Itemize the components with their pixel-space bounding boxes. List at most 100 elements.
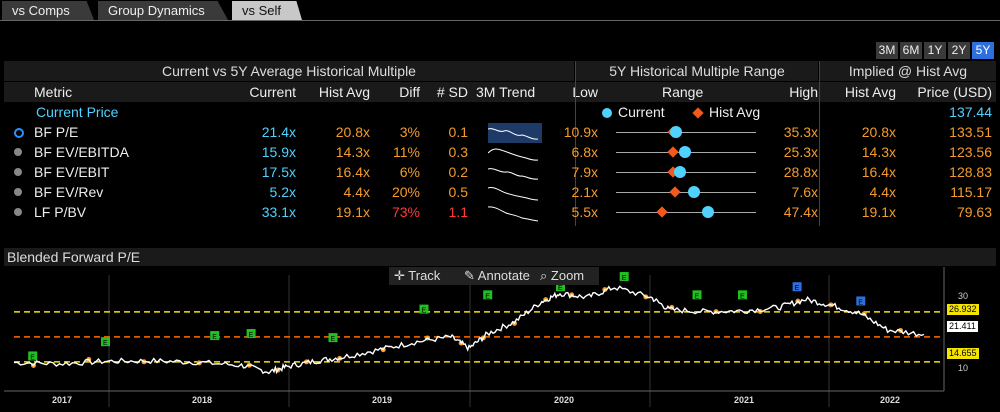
x-label: 2022 — [880, 395, 901, 405]
zoom-label: Zoom — [550, 268, 585, 283]
earnings-marker-letter: E — [858, 299, 863, 306]
earnings-marker — [792, 282, 802, 292]
range-1y-button[interactable]: 1Y — [924, 42, 946, 59]
diff-value: 3% — [399, 124, 420, 140]
implied-price: 115.17 — [950, 184, 992, 200]
row-radio[interactable] — [14, 128, 24, 138]
tab-group-dynamics[interactable]: Group Dynamics — [98, 1, 228, 20]
range-3m-button[interactable]: 3M — [876, 42, 898, 59]
current-multiple: 5.2x — [269, 184, 296, 200]
sd-value: 0.2 — [448, 164, 468, 180]
range-high: 47.4x — [783, 204, 818, 220]
earnings-marker-letter: E — [558, 285, 563, 292]
range-6m-button[interactable]: 6M — [900, 42, 922, 59]
col-high: High — [789, 84, 818, 100]
hist-avg-marker — [669, 186, 681, 198]
col-price-usd: Price (USD) — [917, 84, 992, 100]
column-header-row — [4, 82, 996, 102]
lower-level-label: 14.655 — [947, 348, 979, 359]
range-5y-button[interactable]: 5Y — [972, 42, 994, 59]
earnings-marker — [619, 272, 629, 282]
section-range-title: 5Y Historical Multiple Range — [576, 61, 818, 81]
x-label: 2019 — [372, 395, 393, 405]
upper-level-label: 26.932 — [947, 304, 979, 315]
range-high: 35.3x — [783, 124, 818, 140]
current-multiple: 21.4x — [261, 124, 296, 140]
col-low: Low — [572, 84, 598, 100]
sd-value: 0.5 — [448, 184, 468, 200]
trend-sparkline — [488, 148, 539, 161]
earnings-marker — [419, 304, 429, 314]
trend-sparkline — [488, 168, 539, 180]
current-multiple: 33.1x — [261, 204, 296, 220]
range-high: 28.8x — [783, 164, 818, 180]
earnings-marker-letter: E — [695, 293, 700, 300]
row-radio[interactable] — [14, 168, 22, 176]
implied-hist-avg: 20.8x — [861, 124, 896, 140]
metric-name[interactable]: BF EV/Rev — [34, 184, 104, 200]
annotate-label: Annotate — [477, 268, 530, 283]
row-radio[interactable] — [14, 148, 22, 156]
x-label: 2017 — [52, 395, 73, 405]
earnings-marker-letter: E — [30, 354, 35, 361]
section-implied-title: Implied @ Hist Avg — [820, 61, 996, 81]
row-radio[interactable] — [14, 208, 22, 216]
annotate-tool[interactable]: ✎ Annotate — [464, 267, 530, 285]
implied-price: 133.51 — [949, 124, 992, 140]
metric-name[interactable]: BF P/E — [34, 124, 79, 140]
earnings-marker-letter: E — [622, 275, 627, 282]
tab-bar: vs Comps Group Dynamics vs Self — [0, 0, 1000, 21]
pe-series-line — [13, 285, 925, 375]
current-multiple: 17.5x — [261, 164, 296, 180]
legend-hist-avg: Hist Avg — [692, 102, 761, 123]
divider — [575, 61, 576, 226]
section-current-vs-avg-title: Current vs 5Y Average Historical Multipl… — [4, 61, 574, 81]
range-low: 10.9x — [563, 124, 598, 140]
metric-name[interactable]: LF P/BV — [34, 204, 87, 220]
current-marker — [688, 186, 701, 198]
earnings-marker — [738, 290, 747, 300]
current-price-value: 137.44 — [949, 104, 992, 120]
range-2y-button[interactable]: 2Y — [948, 42, 970, 59]
range-bar — [616, 212, 756, 213]
chart-toolbar-bg — [389, 267, 599, 285]
metric-name[interactable]: BF EV/EBIT — [34, 164, 110, 180]
hist-avg-multiple: 16.4x — [335, 164, 370, 180]
track-tool[interactable]: ✛ Track — [394, 267, 440, 285]
pe-chart-svg: E E E E E E E E E E E E E — [4, 267, 945, 407]
metric-name[interactable]: BF EV/EBITDA — [34, 144, 129, 160]
earnings-marker-letter: E — [331, 336, 336, 343]
diff-value: 11% — [393, 144, 420, 160]
implied-hist-avg: 14.3x — [861, 144, 896, 160]
hist-avg-diamond-icon — [692, 107, 704, 119]
earnings-marker-letter: E — [422, 308, 427, 315]
chart-title: Blended Forward P/E — [4, 248, 996, 266]
pencil-icon: ✎ — [464, 268, 478, 283]
hist-avg-multiple: 14.3x — [335, 144, 370, 160]
row-radio[interactable] — [14, 188, 22, 196]
col-sd: # SD — [436, 84, 468, 100]
diff-value: 73% — [391, 204, 420, 220]
current-multiple: 15.9x — [261, 144, 296, 160]
range-low: 2.1x — [571, 184, 598, 200]
col-hist-avg: Hist Avg — [318, 84, 370, 100]
hist-avg-multiple: 4.4x — [343, 184, 370, 200]
divider — [819, 61, 820, 226]
current-marker — [670, 126, 683, 138]
legend-hist-avg-label: Hist Avg — [709, 104, 761, 120]
range-selector: 3M 6M 1Y 2Y 5Y — [876, 42, 994, 59]
earnings-marker-letter: E — [795, 285, 800, 292]
earnings-marker-letter: E — [740, 293, 745, 300]
sd-value: 1.1 — [448, 204, 468, 220]
col-implied-hist-avg: Hist Avg — [844, 84, 896, 100]
earnings-marker — [483, 290, 493, 300]
diff-value: 20% — [391, 184, 420, 200]
tab-vs-self[interactable]: vs Self — [232, 1, 302, 20]
zoom-tool[interactable]: ⌕ Zoom — [540, 267, 584, 285]
implied-price: 123.56 — [949, 144, 992, 160]
tab-vs-comps[interactable]: vs Comps — [2, 1, 94, 20]
x-label: 2018 — [192, 395, 213, 405]
implied-hist-avg: 19.1x — [861, 204, 896, 220]
current-marker — [702, 206, 715, 218]
trend-sparkline — [488, 206, 539, 222]
